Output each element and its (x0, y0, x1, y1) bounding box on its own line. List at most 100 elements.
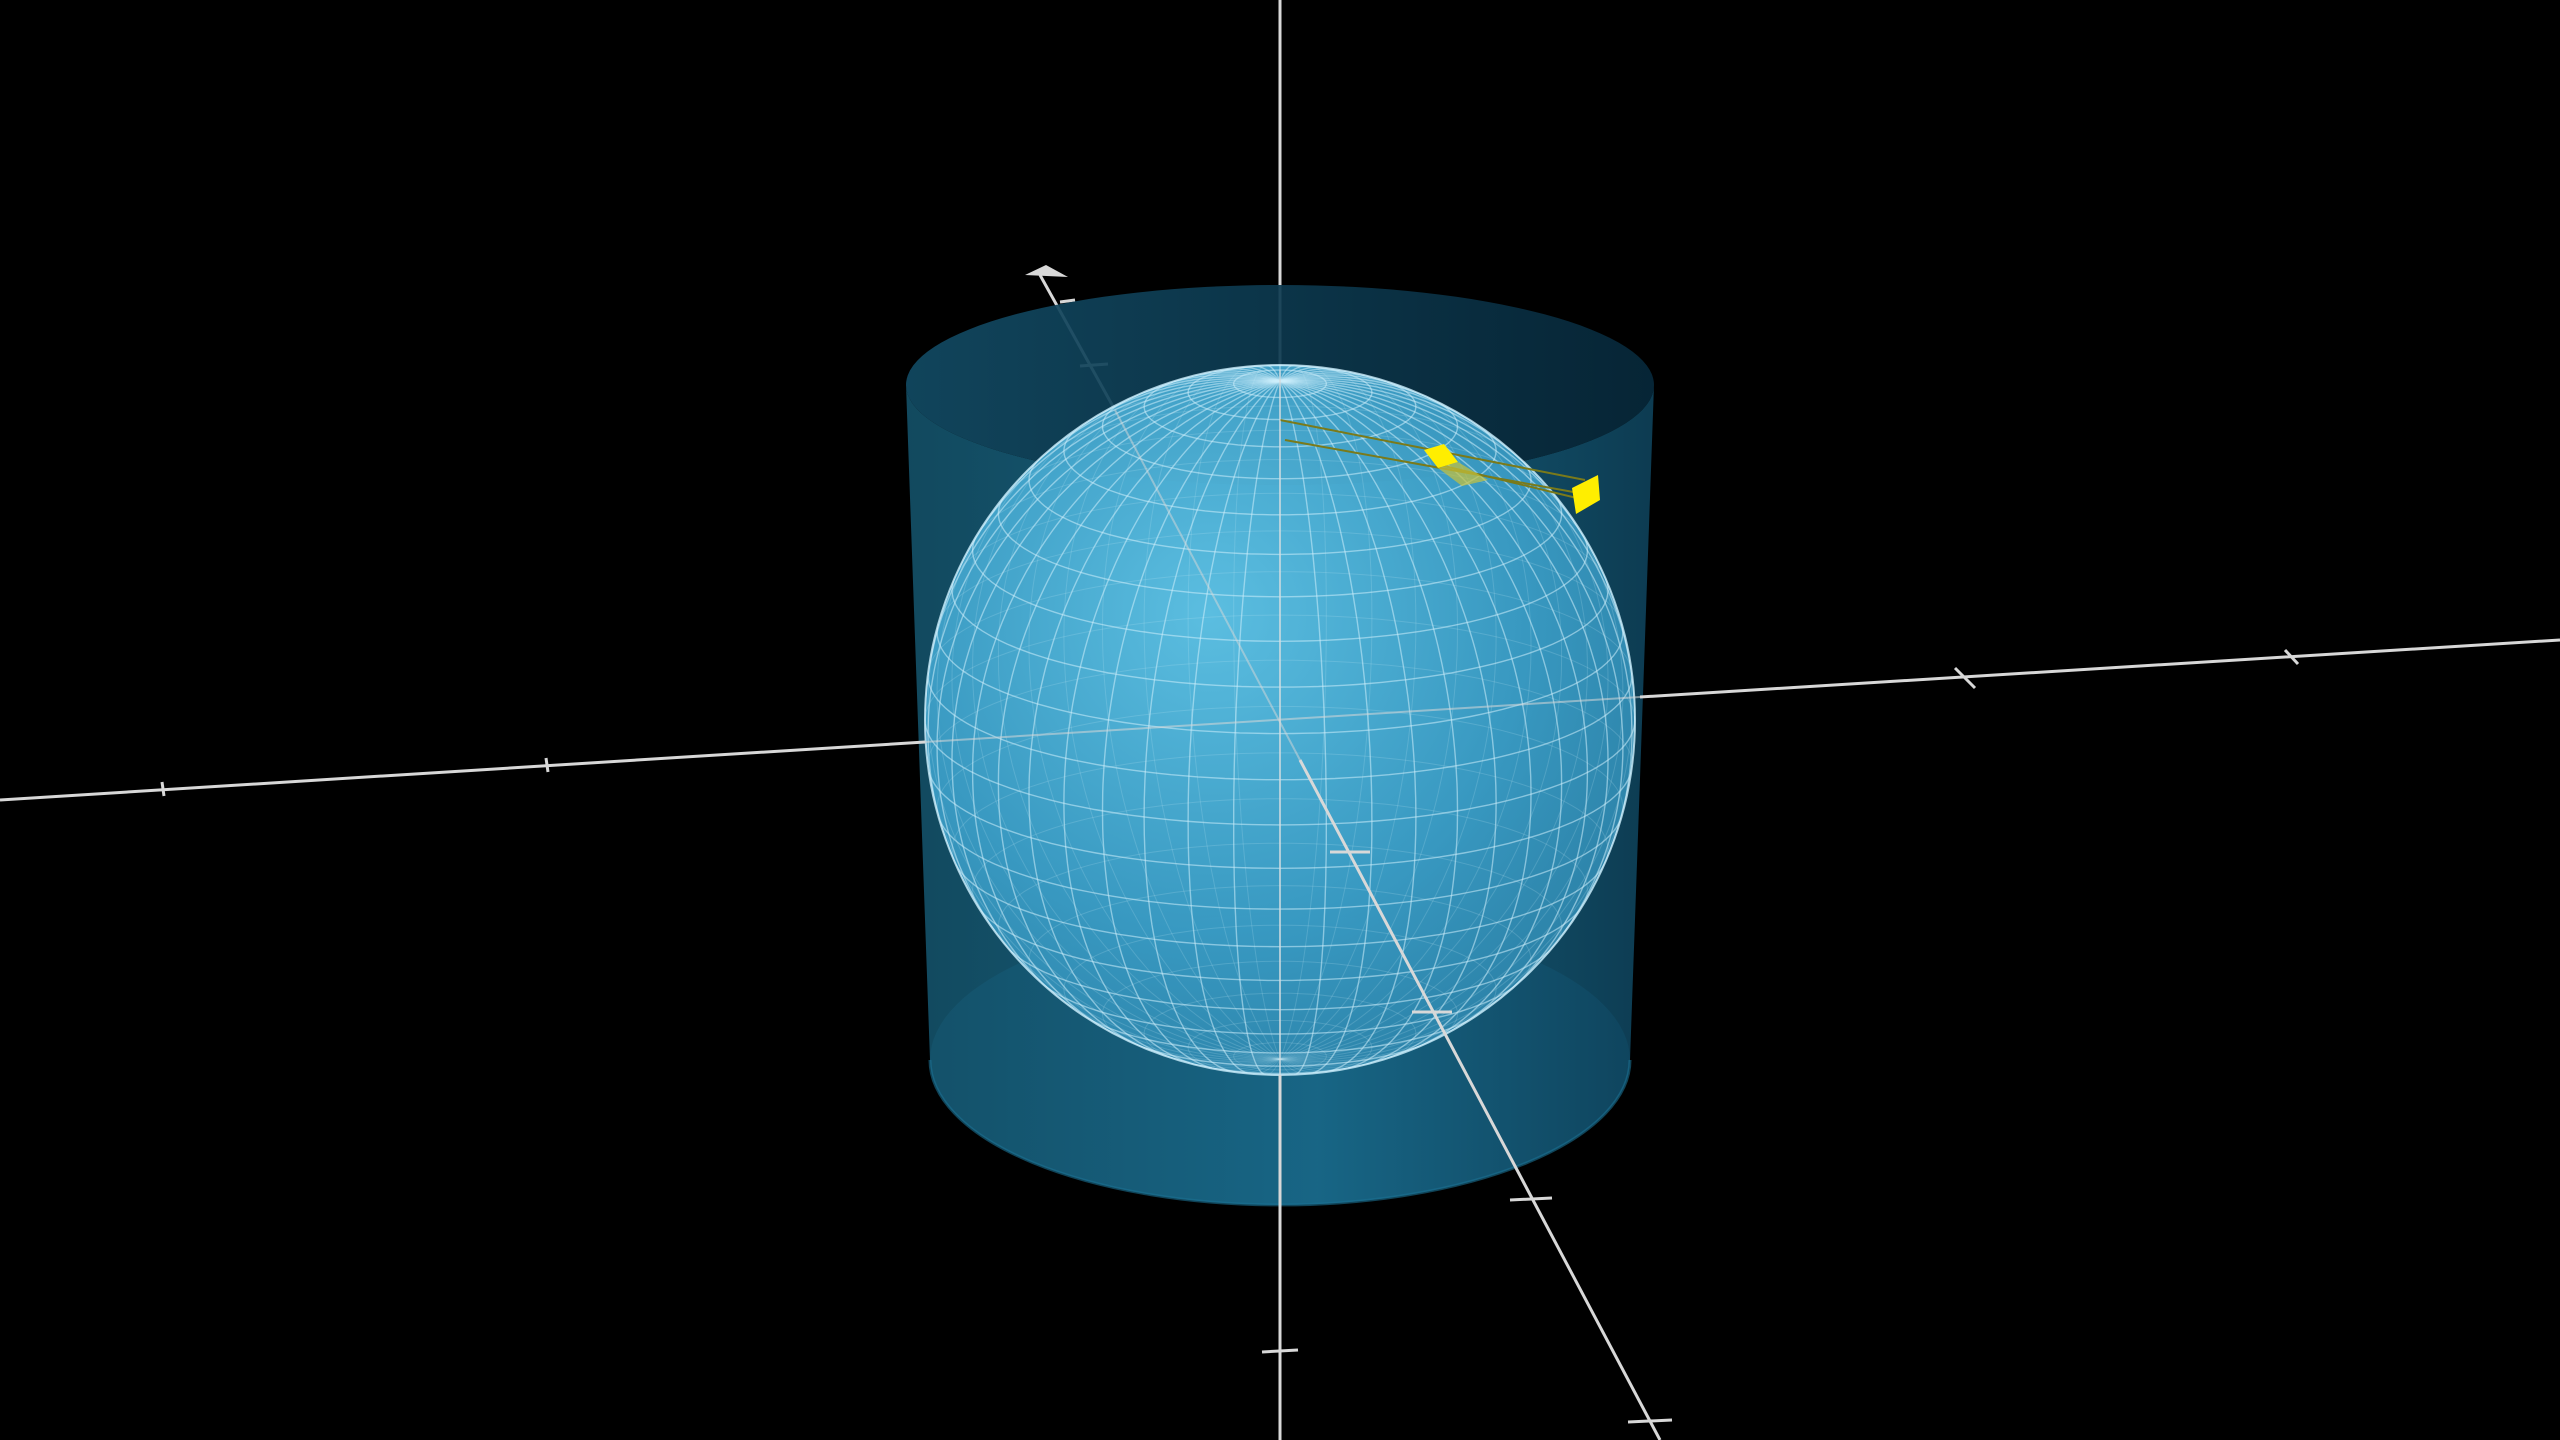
mesh-line (1279, 380, 1327, 1075)
mesh-line (1101, 380, 1281, 1070)
mesh-line (1279, 380, 1373, 1075)
mesh-line (927, 569, 1281, 1060)
mesh-line (936, 705, 1624, 820)
mesh-line (997, 380, 1281, 1052)
mesh-line (1279, 380, 1635, 721)
mesh-line (1063, 924, 1497, 1017)
mesh-line (1279, 380, 1459, 1070)
mesh-line (1279, 373, 1497, 1060)
mesh-line (1083, 1015, 1280, 1054)
mesh-line (1279, 380, 1624, 955)
mesh-line (1279, 569, 1633, 1060)
mesh-line (997, 385, 1281, 1060)
mesh-line (1028, 885, 1532, 986)
mesh-line (1280, 375, 1417, 448)
mesh-line (936, 380, 1281, 955)
mesh-line (1101, 398, 1280, 480)
mesh-line (937, 530, 1621, 625)
z-axis-tick-1 (1261, 1348, 1299, 1354)
axes-front (0, 370, 2560, 1440)
mesh-line (972, 798, 1588, 908)
mesh-line (1101, 369, 1281, 1060)
mesh-line (1187, 365, 1281, 1060)
mesh-line (997, 493, 1281, 598)
mesh-line (936, 478, 1281, 1060)
x-axis-tick-2 (544, 757, 550, 773)
x-axis-tick-3 (1953, 666, 1977, 690)
mesh-line (927, 659, 1633, 773)
mesh-line (1279, 369, 1459, 1060)
area-element-patches (1279, 419, 1600, 514)
mesh-line (1279, 620, 1624, 735)
mesh-line (1279, 478, 1624, 1060)
mesh-line (951, 380, 1281, 1010)
y-axis-near (1298, 759, 1662, 1440)
mesh-line (1279, 490, 1563, 598)
y-axis-through-sphere (1114, 409, 1301, 761)
mesh-line (951, 752, 1609, 866)
y-axis-tick-far-1 (1059, 298, 1076, 304)
mesh-line (1233, 380, 1281, 1075)
x-axis-tick-1 (160, 781, 166, 797)
mesh-line (1280, 667, 1633, 781)
mesh-line (997, 842, 1563, 950)
mesh-line (1063, 373, 1281, 1060)
mesh-line (1279, 380, 1633, 863)
mesh-line (1279, 719, 1635, 1060)
mesh-line (1279, 365, 1327, 1060)
mesh-line (1028, 380, 1281, 1061)
mesh-line (928, 772, 1281, 869)
mesh-line (1279, 815, 1623, 910)
y-axis-tick-3 (1509, 1196, 1553, 1202)
mesh-line (1279, 453, 1532, 556)
mesh-line (1279, 860, 1607, 948)
mesh-line (1279, 385, 1563, 1060)
y-axis-tick-4 (1627, 1418, 1673, 1424)
mesh-line (1279, 426, 1609, 1060)
x-axis-tick-4 (2283, 648, 2300, 666)
mesh-line (1279, 380, 1532, 1061)
mesh-line (1279, 365, 1373, 1060)
mesh-line (1279, 715, 1635, 826)
x-axis-through-sphere (924, 696, 1641, 743)
mesh-line (1143, 380, 1281, 1073)
mesh-line (1279, 380, 1609, 1010)
patch-connection-band (1438, 462, 1488, 486)
mesh-line (971, 380, 1281, 1034)
mesh-line (925, 723, 1281, 826)
x-axis-left (0, 740, 926, 802)
mesh-line (938, 819, 1281, 910)
mesh-line (975, 459, 1582, 537)
x-axis-right (1639, 638, 2560, 699)
cylinder-projected-patch (1572, 475, 1600, 514)
mesh-line (951, 578, 1280, 688)
mesh-line (1279, 532, 1589, 642)
mesh-line (925, 614, 1635, 725)
y-axis-arrowhead (1025, 265, 1068, 277)
mesh-line (927, 380, 1281, 863)
mesh-line (1279, 380, 1497, 1066)
mesh-line (1279, 380, 1589, 1034)
mesh-line (1280, 1012, 1481, 1054)
sphere-surface-patch (1424, 444, 1458, 468)
projection-line-2 (1284, 439, 1591, 496)
mesh-line (1279, 377, 1532, 1060)
mesh-line (1279, 945, 1555, 1011)
mesh-line (1187, 380, 1281, 1075)
mesh-line (1279, 380, 1417, 1073)
mesh-line (1101, 960, 1459, 1044)
mesh-line (1063, 380, 1281, 1066)
mesh-line (1279, 768, 1633, 869)
mesh-line (972, 402, 1281, 1060)
mesh-line (1063, 425, 1280, 516)
mesh-line (1143, 367, 1281, 1060)
mesh-line (1008, 948, 1281, 1011)
mesh-line (1279, 367, 1417, 1060)
mesh-line (927, 671, 1280, 781)
mesh-line (936, 624, 1281, 735)
mesh-line (977, 906, 1280, 982)
mesh-line (1080, 386, 1477, 427)
mesh-line (1044, 984, 1281, 1035)
mesh-line (925, 380, 1281, 712)
